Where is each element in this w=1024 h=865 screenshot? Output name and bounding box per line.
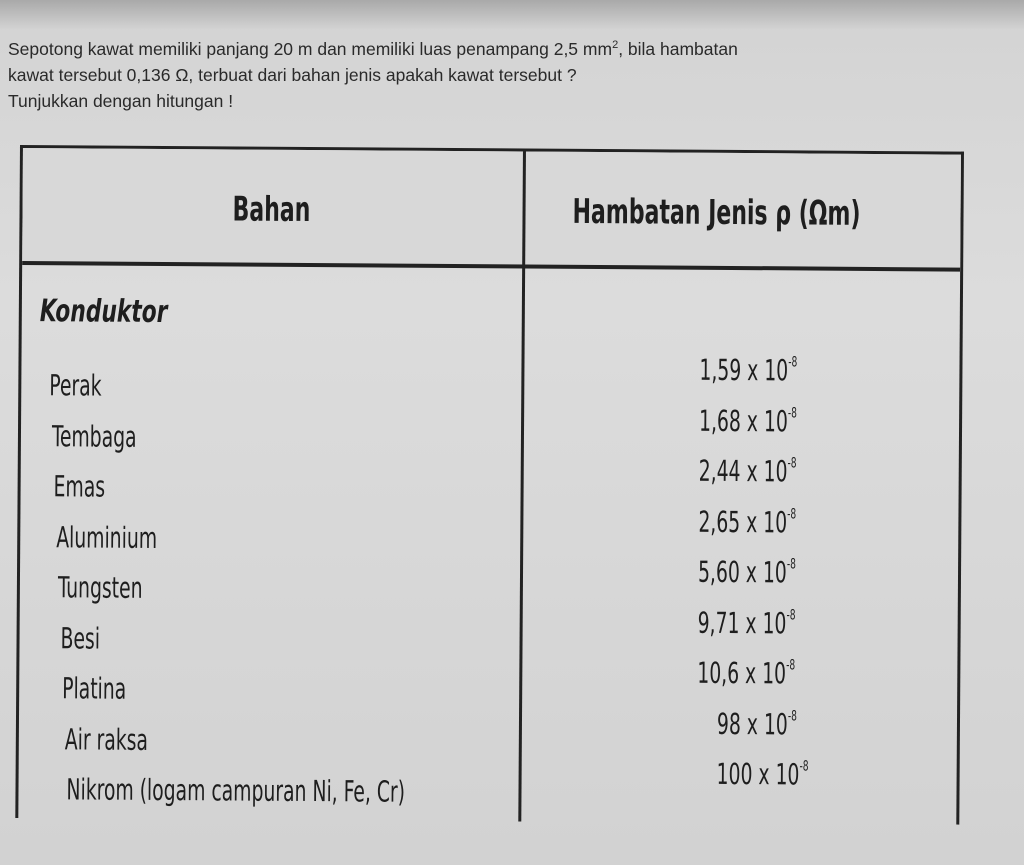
material-name: Platina [62,671,127,706]
material-name: Tungsten [57,570,143,605]
question-line-2: kawat tersebut 0,136 Ω, terbuat dari bah… [8,64,577,85]
resistivity-value: 98 x 10-8 [717,706,797,741]
mantissa: 100 x 10 [716,756,800,792]
superscript: 2 [612,39,619,51]
material-name: Emas [53,469,106,504]
material-name: Besi [59,620,100,656]
resistivity-value: 9,71 x 10-8 [698,605,796,640]
resistivity-value: 2,44 x 10-8 [699,454,797,489]
mantissa: 2,65 x 10 [698,504,788,539]
question-line-1-end: , bila hambatan [618,38,738,59]
material-name: Aluminium [55,519,157,555]
question-line-1-text: Sepotong kawat memiliki panjang 20 m dan… [8,38,613,59]
exponent: -8 [786,606,796,623]
resistivity-value: 10,6 x 10-8 [697,656,795,691]
resistivity-value: 2,65 x 10-8 [698,504,796,539]
question-line-1: Sepotong kawat memiliki panjang 20 m dan… [8,32,738,62]
exponent: -8 [787,404,798,421]
exponent: -8 [787,707,797,724]
question-line-3: Tunjukkan dengan hitungan ! [8,90,234,111]
exponent: -8 [786,657,796,674]
mantissa: 98 x 10 [716,706,788,741]
exponent: -8 [787,455,797,472]
mantissa: 9,71 x 10 [697,605,787,640]
header-material: Bahan [232,189,311,231]
material-name: Perak [49,368,102,403]
mantissa: 5,60 x 10 [697,554,787,590]
mantissa: 10,6 x 10 [697,655,787,691]
header-resistivity: Hambatan Jenis ρ (Ωm) [572,191,861,234]
exponent: -8 [787,505,797,522]
material-name: Air raksa [64,721,148,757]
resistivity-value: 5,60 x 10-8 [698,555,796,590]
mantissa: 2,44 x 10 [698,453,788,489]
exponent: -8 [788,354,798,371]
exponent: -8 [786,556,796,573]
question-text: Sepotong kawat memiliki panjang 20 m dan… [8,32,738,114]
resistivity-value: 1,68 x 10-8 [699,403,797,438]
resistivity-table: Bahan Hambatan Jenis ρ (Ωm) Konduktor Pe… [15,145,964,825]
material-name: Nikrom (logam campuran Ni, Fe, Cr) [66,772,406,809]
material-name: Tembaga [51,418,137,454]
mantissa: 1,59 x 10 [699,352,789,388]
resistivity-value: 100 x 10-8 [717,757,809,792]
exponent: -8 [799,758,809,775]
mantissa: 1,68 x 10 [698,403,788,438]
section-label: Konduktor [39,293,168,331]
resistivity-value: 1,59 x 10-8 [699,353,797,388]
